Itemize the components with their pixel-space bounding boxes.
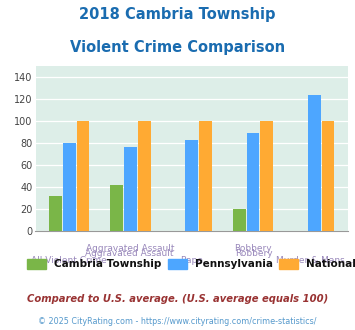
Bar xyxy=(322,121,334,231)
Text: Aggravated Assault: Aggravated Assault xyxy=(85,249,174,258)
Text: Robbery: Robbery xyxy=(234,244,272,253)
Bar xyxy=(77,121,89,231)
Text: Aggravated Assault: Aggravated Assault xyxy=(86,244,175,253)
Bar xyxy=(63,143,76,231)
Bar xyxy=(110,185,123,231)
Text: Murder & Mans...: Murder & Mans... xyxy=(275,256,353,265)
Text: All Violent Crime: All Violent Crime xyxy=(31,256,107,265)
Bar xyxy=(185,140,198,231)
Text: Rape: Rape xyxy=(180,256,203,265)
Text: Robbery: Robbery xyxy=(235,249,273,258)
Text: 2018 Cambria Township: 2018 Cambria Township xyxy=(79,7,276,21)
Bar xyxy=(138,121,151,231)
Bar xyxy=(308,95,321,231)
Bar xyxy=(246,133,260,231)
Bar xyxy=(260,121,273,231)
Legend: Cambria Township, Pennsylvania, National: Cambria Township, Pennsylvania, National xyxy=(23,255,355,274)
Bar xyxy=(124,148,137,231)
Bar xyxy=(49,196,62,231)
Text: Compared to U.S. average. (U.S. average equals 100): Compared to U.S. average. (U.S. average … xyxy=(27,294,328,304)
Text: © 2025 CityRating.com - https://www.cityrating.com/crime-statistics/: © 2025 CityRating.com - https://www.city… xyxy=(38,317,317,326)
Text: Violent Crime Comparison: Violent Crime Comparison xyxy=(70,40,285,54)
Bar xyxy=(233,209,246,231)
Bar xyxy=(199,121,212,231)
